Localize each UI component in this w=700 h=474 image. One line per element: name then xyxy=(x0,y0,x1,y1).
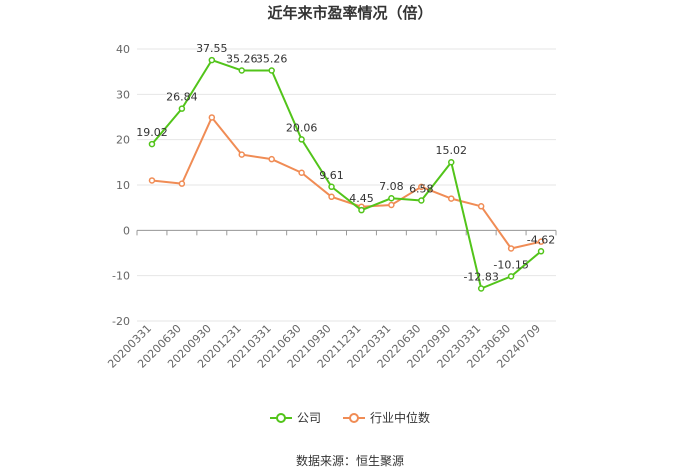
data-point-industry-median[interactable] xyxy=(328,193,335,201)
data-point-company[interactable] xyxy=(238,67,245,74)
data-point-company[interactable] xyxy=(148,140,156,148)
data-point-company[interactable] xyxy=(507,273,515,280)
data-point-company[interactable] xyxy=(388,194,395,202)
data-label-company: 4.45 xyxy=(349,192,374,205)
data-point-industry-median[interactable] xyxy=(268,155,275,163)
data-point-company[interactable] xyxy=(358,206,365,214)
legend-label-industry-median: 行业中位数 xyxy=(370,411,431,425)
data-label-company: 19.02 xyxy=(136,126,168,139)
series-line-industry-median xyxy=(151,116,542,250)
data-label-company: 7.08 xyxy=(379,180,404,193)
data-label-company: -12.83 xyxy=(463,270,498,283)
legend-line-marker-icon xyxy=(343,412,365,423)
data-label-company: 9.61 xyxy=(319,169,344,182)
source-note: 数据来源：恒生聚源 xyxy=(295,454,404,468)
data-point-company[interactable] xyxy=(298,136,305,143)
data-point-industry-median[interactable] xyxy=(388,201,395,209)
series-line-company xyxy=(151,59,542,290)
legend-item-industry-median[interactable]: 行业中位数 xyxy=(343,409,430,426)
data-point-industry-median[interactable] xyxy=(148,177,156,184)
data-point-company[interactable] xyxy=(448,158,455,166)
data-point-industry-median[interactable] xyxy=(178,180,186,187)
legend-label-company: 公司 xyxy=(296,411,321,425)
data-point-industry-median[interactable] xyxy=(537,238,545,245)
data-point-industry-median[interactable] xyxy=(298,169,305,177)
legend-line-marker-icon xyxy=(269,412,292,423)
data-point-company[interactable] xyxy=(537,248,545,255)
y-tick-label: -20 xyxy=(112,315,130,328)
data-label-company: 35.26 xyxy=(256,52,288,65)
data-label-company: -10.15 xyxy=(493,258,528,271)
chart-title: 近年来市盈率情况（倍） xyxy=(267,4,433,22)
data-label-company: 26.84 xyxy=(166,91,198,104)
data-label-company: -4.62 xyxy=(527,233,555,246)
y-tick-label: 20 xyxy=(116,134,130,147)
data-label-company: 6.58 xyxy=(409,183,434,196)
y-tick-label: 10 xyxy=(116,179,130,192)
data-point-company[interactable] xyxy=(208,56,216,64)
y-tick-label: 0 xyxy=(123,224,130,237)
data-point-industry-median[interactable] xyxy=(507,245,515,252)
data-point-company[interactable] xyxy=(178,105,186,112)
y-tick-label: -10 xyxy=(112,270,130,283)
legend-item-company[interactable]: 公司 xyxy=(269,409,321,426)
series-layer xyxy=(148,56,545,292)
y-tick-label: 40 xyxy=(116,43,130,56)
data-label-company: 20.06 xyxy=(286,121,318,134)
data-point-industry-median[interactable] xyxy=(448,195,455,202)
data-label-company: 15.02 xyxy=(436,144,468,157)
data-label-company: 37.55 xyxy=(196,42,228,55)
data-point-company[interactable] xyxy=(328,183,335,191)
data-point-company[interactable] xyxy=(268,67,275,74)
data-label-layer: 19.0226.8437.5535.2635.2620.069.614.457.… xyxy=(136,42,555,283)
data-point-industry-median[interactable] xyxy=(418,183,425,191)
data-point-industry-median[interactable] xyxy=(477,203,485,210)
y-tick-label: 30 xyxy=(116,88,130,101)
data-label-company: 35.26 xyxy=(226,52,258,65)
data-point-industry-median[interactable] xyxy=(238,151,245,158)
legend: 公司 行业中位数 xyxy=(0,409,700,426)
data-point-company[interactable] xyxy=(418,197,425,204)
data-point-company[interactable] xyxy=(477,285,485,292)
data-point-industry-median[interactable] xyxy=(208,114,216,121)
